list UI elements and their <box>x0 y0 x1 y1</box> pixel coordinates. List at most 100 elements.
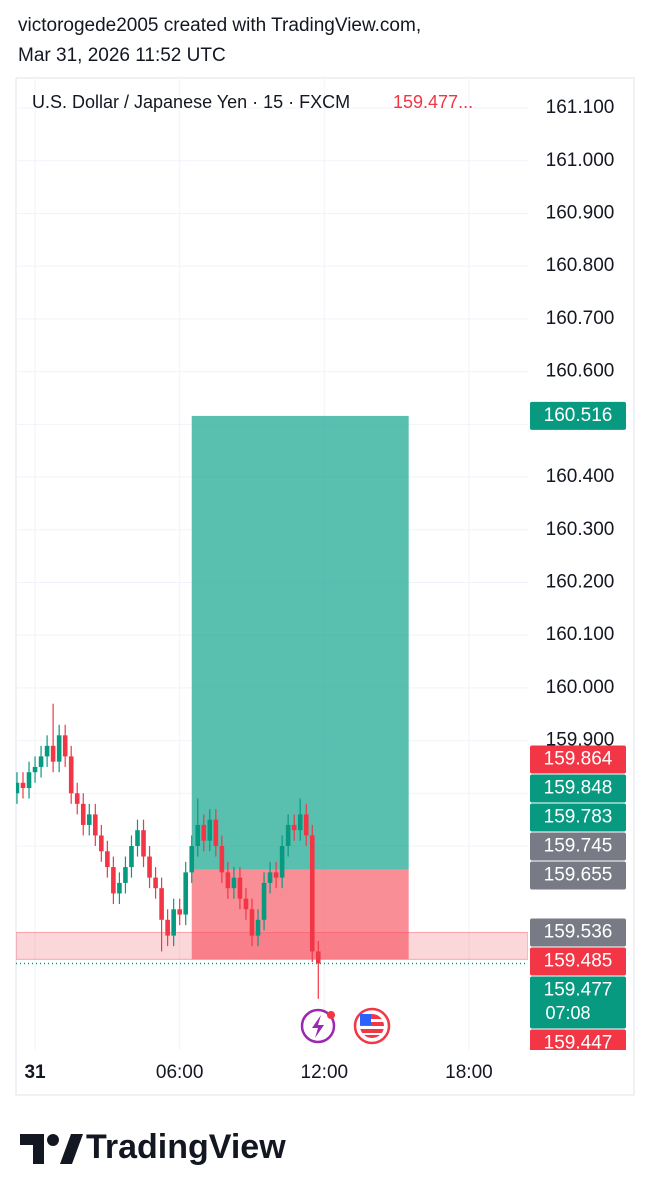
loss-zone <box>191 869 409 960</box>
candle-body <box>285 824 291 847</box>
candle-body <box>62 735 68 757</box>
candle-body <box>171 909 176 936</box>
chart-frame <box>15 77 635 1096</box>
price-label: 159.864 <box>544 749 613 770</box>
price-labels: 160.516 159.864 159.848 159.783 159.745 159.6… <box>530 401 626 1086</box>
candle-body <box>74 793 80 804</box>
candle-body <box>267 872 273 883</box>
price-label-bg <box>530 918 626 947</box>
price-label: 159.477 <box>544 979 613 1000</box>
price-label-bg <box>530 774 626 803</box>
candle-body <box>291 824 297 831</box>
x-tick-label: 12:00 <box>301 1062 349 1083</box>
price-label: 159.783 <box>544 807 613 828</box>
candle-body <box>68 756 74 794</box>
y-tick-label: 160.300 <box>546 519 615 540</box>
date: Mar 31, 2026 11:52 UTC <box>18 45 226 66</box>
x-tick-label: 31 <box>24 1062 46 1083</box>
candle-body <box>201 824 207 841</box>
candle-body <box>16 782 20 794</box>
flag-canton <box>360 1014 371 1025</box>
price-label: 159.447 <box>544 1032 613 1053</box>
candle-body <box>20 782 26 789</box>
price-label: 159.655 <box>544 865 613 886</box>
flag-stripe <box>360 1026 384 1029</box>
candle-body <box>56 735 62 762</box>
candle-body <box>147 856 152 878</box>
price-label: 159.745 <box>544 836 613 857</box>
candle-body <box>129 846 134 868</box>
candle-body <box>243 898 249 910</box>
logo-mark <box>47 1134 59 1146</box>
brand: TradingView <box>86 1128 286 1166</box>
price-label-bg <box>530 803 626 832</box>
logo-mark <box>60 1134 83 1164</box>
candle-body <box>105 851 110 868</box>
price-label: 160.516 <box>544 405 613 426</box>
candle-body <box>26 772 32 789</box>
logo-mark <box>20 1134 44 1164</box>
candle-body <box>99 835 104 852</box>
candle-body <box>38 756 44 767</box>
candle-body <box>237 877 243 899</box>
y-tick-label: 160.400 <box>546 466 615 487</box>
grid <box>16 78 528 1050</box>
candle-body <box>273 872 279 878</box>
y-tick-label: 160.800 <box>546 255 615 276</box>
y-tick-label: 160.000 <box>546 677 615 698</box>
event-dot <box>327 1011 335 1019</box>
price-label-bg <box>530 832 626 861</box>
candle-body <box>309 835 315 952</box>
price-label: 159.536 <box>544 921 613 942</box>
y-tick-label: 160.900 <box>546 202 615 223</box>
price-label: 159.377 <box>544 1061 613 1082</box>
candle-body <box>219 846 225 873</box>
candle-body <box>231 877 237 889</box>
candle-body <box>255 919 261 936</box>
candle-body <box>141 830 146 857</box>
candle-body <box>183 872 189 915</box>
candle-body <box>177 909 182 915</box>
price-label-bg <box>530 976 626 1029</box>
candle-body <box>111 867 116 894</box>
y-tick-label: 160.600 <box>546 361 615 382</box>
candle-body <box>44 745 50 757</box>
candle-body <box>32 766 38 773</box>
candle-body <box>123 867 128 883</box>
countdown: 07:08 <box>545 1003 590 1023</box>
x-tick-label: 06:00 <box>156 1062 204 1083</box>
candle-body <box>195 824 201 847</box>
candle-body <box>135 830 140 847</box>
flag-stripe <box>360 1019 384 1022</box>
chart-title: U.S. Dollar / Japanese Yen · 15 · FXCM <box>32 92 350 112</box>
profit-zone <box>191 415 409 870</box>
candle-body <box>225 872 231 889</box>
candle-body <box>249 909 255 936</box>
candle-body <box>159 888 164 920</box>
y-tick-label: 161.100 <box>546 97 615 118</box>
price-label-bg <box>530 745 626 774</box>
candle-body <box>86 814 92 825</box>
flag-stripe <box>360 1033 384 1035</box>
y-tick-label: 159.900 <box>546 730 615 751</box>
candle-body <box>153 877 158 889</box>
price-label-bg <box>530 1058 626 1086</box>
price-label-bg <box>530 1029 626 1050</box>
price-label-bg <box>530 861 626 890</box>
candle-body <box>207 819 213 841</box>
candle-body <box>315 951 321 964</box>
y-tick-label: 160.700 <box>546 308 615 329</box>
price-axis: 159.700159.800159.900160.000160.100160.2… <box>546 97 615 856</box>
y-tick-label: 160.100 <box>546 624 615 645</box>
candle-body <box>297 814 303 831</box>
price-label: 159.485 <box>544 950 613 971</box>
credit: victorogede2005 created with TradingView… <box>18 15 421 36</box>
candle-body <box>189 846 195 873</box>
plot <box>16 415 528 999</box>
candle-body <box>213 819 219 847</box>
candle-body <box>303 814 309 836</box>
candle-body <box>50 745 56 762</box>
price-label-bg <box>530 401 626 430</box>
x-tick-label: 18:00 <box>445 1062 493 1083</box>
